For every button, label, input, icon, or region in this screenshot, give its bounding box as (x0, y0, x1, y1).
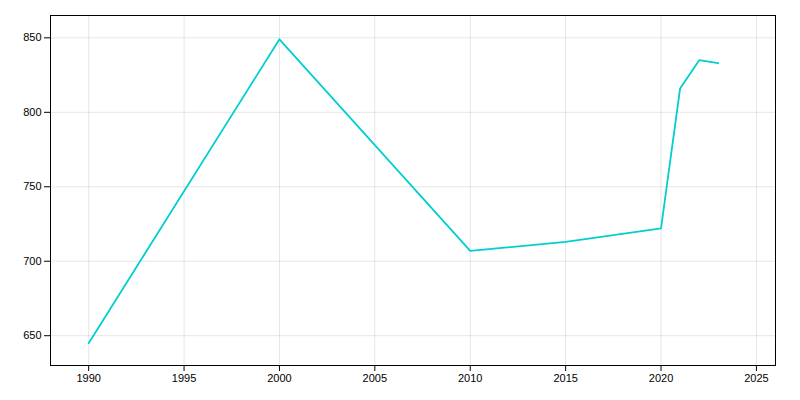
svg-text:1995: 1995 (172, 372, 196, 384)
svg-text:2000: 2000 (267, 372, 291, 384)
svg-text:650: 650 (23, 329, 41, 341)
svg-text:750: 750 (23, 180, 41, 192)
svg-text:2010: 2010 (458, 372, 482, 384)
svg-text:700: 700 (23, 255, 41, 267)
svg-text:2020: 2020 (649, 372, 673, 384)
svg-text:2005: 2005 (363, 372, 387, 384)
svg-text:2025: 2025 (744, 372, 768, 384)
svg-text:1990: 1990 (76, 372, 100, 384)
svg-text:2015: 2015 (553, 372, 577, 384)
svg-text:850: 850 (23, 31, 41, 43)
svg-text:800: 800 (23, 106, 41, 118)
